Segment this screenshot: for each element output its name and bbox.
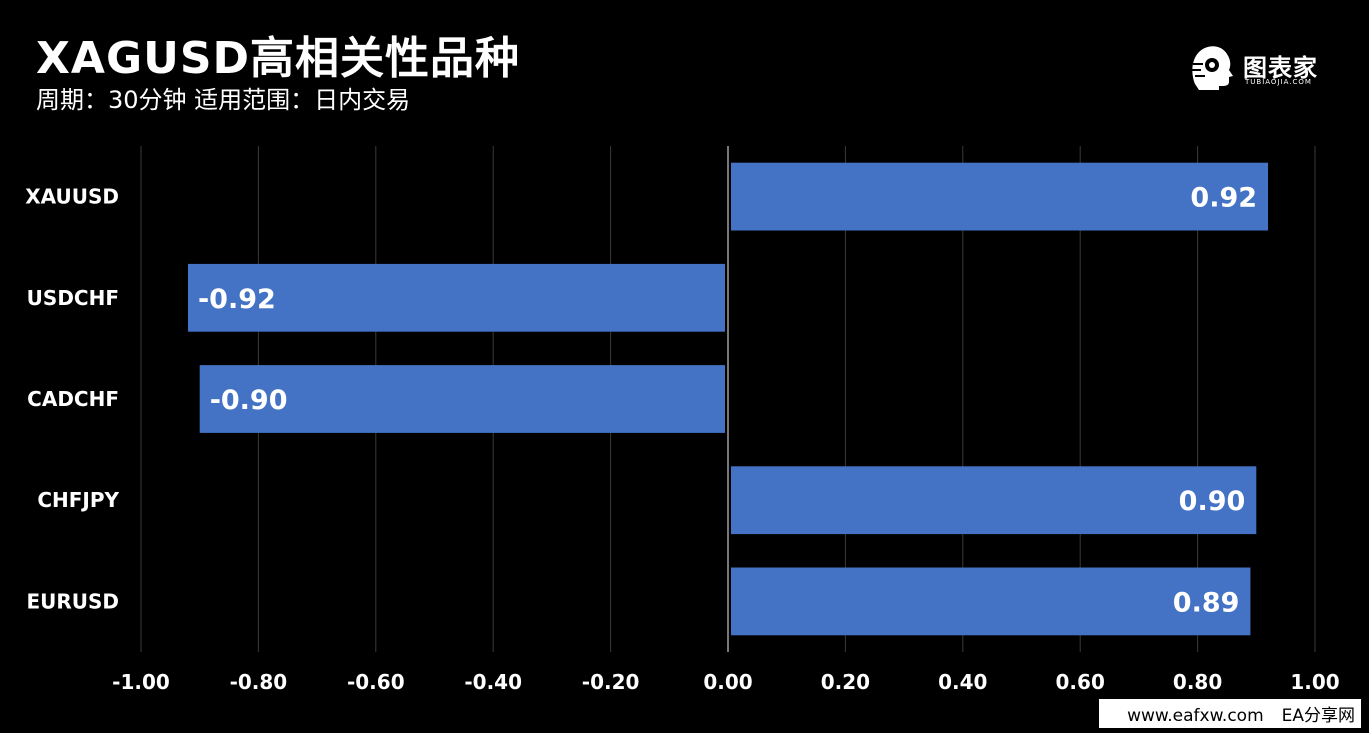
bar (731, 567, 1251, 636)
data-label: 0.89 (1173, 587, 1240, 618)
watermark-site: EA分享网 (1281, 706, 1355, 726)
category-label: USDCHF (27, 286, 119, 310)
category-label: CADCHF (27, 387, 119, 411)
category-label: EURUSD (26, 589, 119, 613)
x-tick-label: 0.40 (938, 670, 987, 694)
data-label: 0.90 (1179, 486, 1246, 517)
x-tick-label: -0.60 (347, 670, 405, 694)
chart-title: XAGUSD高相关性品种 (36, 33, 521, 84)
head-profile-icon (1191, 46, 1233, 90)
x-tick-label: 0.80 (1173, 670, 1222, 694)
bar (731, 466, 1257, 535)
x-tick-label: 0.00 (703, 670, 752, 694)
chart-subtitle: 周期：30分钟 适用范围：日内交易 (36, 86, 411, 114)
x-tick-label: -0.20 (582, 670, 640, 694)
watermark: www.eafxw.com EA分享网 (1099, 699, 1361, 728)
x-tick-label: -0.80 (230, 670, 288, 694)
bar (199, 365, 725, 433)
logo: 图表家 TUBIAOJIA.COM (1185, 40, 1335, 92)
x-tick-label: 0.20 (821, 670, 870, 694)
data-label: -0.92 (198, 284, 276, 315)
x-tick-label: 1.00 (1290, 670, 1339, 694)
category-label: CHFJPY (37, 488, 119, 512)
data-label: 0.92 (1190, 183, 1257, 214)
logo-text: 图表家 (1243, 54, 1318, 82)
logo-subtext: TUBIAOJIA.COM (1245, 78, 1312, 86)
category-label: XAUUSD (25, 185, 119, 209)
x-tick-label: -1.00 (112, 670, 170, 694)
bar (187, 263, 725, 332)
x-tick-label: -0.40 (464, 670, 522, 694)
bar (731, 162, 1269, 231)
data-label: -0.90 (210, 385, 288, 416)
watermark-url: www.eafxw.com (1127, 706, 1264, 726)
x-tick-label: 0.60 (1056, 670, 1105, 694)
